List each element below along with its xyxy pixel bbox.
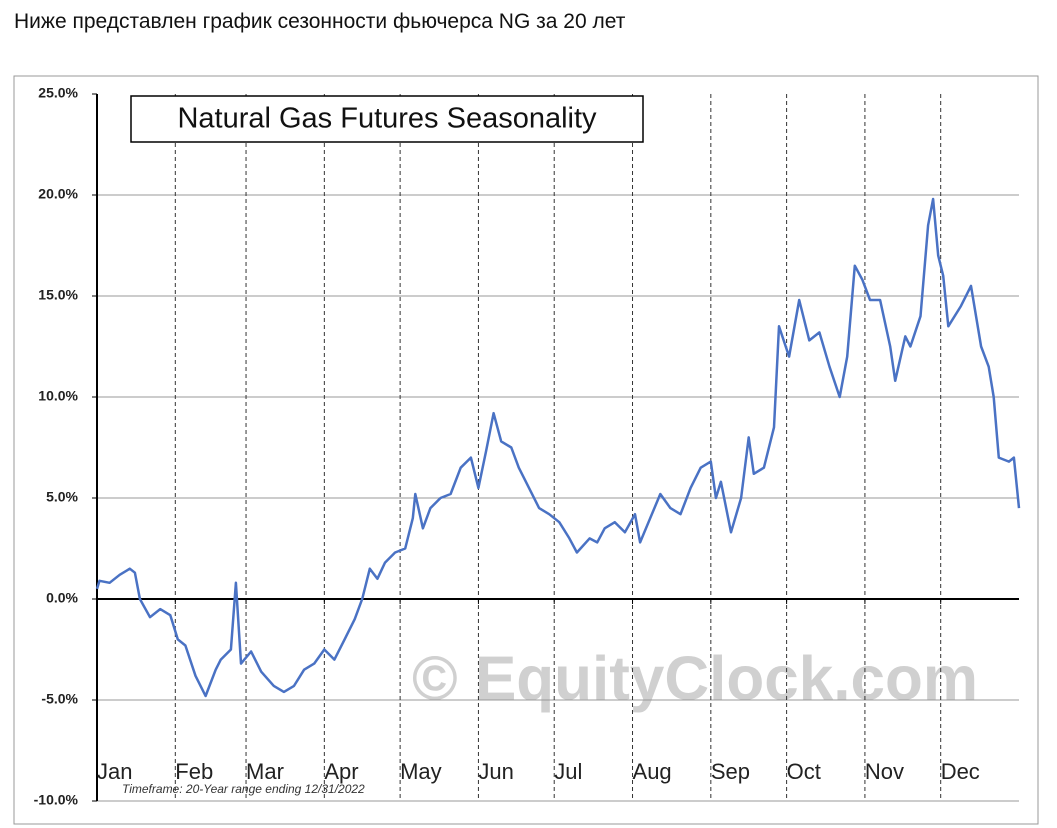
chart-frame: [13, 75, 1039, 825]
x-tick-label: Aug: [633, 759, 672, 784]
y-tick-label: 20.0%: [38, 186, 78, 202]
x-tick-label: Oct: [787, 759, 821, 784]
title-box: [130, 95, 644, 143]
y-tick-label: -5.0%: [41, 691, 78, 707]
x-tick-label: Jun: [478, 759, 513, 784]
x-tick-label: May: [400, 759, 442, 784]
x-tick-label: Apr: [324, 759, 358, 784]
x-tick-label: Dec: [941, 759, 980, 784]
x-tick-label: Nov: [865, 759, 904, 784]
chart-title: Natural Gas Futures Seasonality: [177, 103, 597, 135]
x-tick-label: Sep: [711, 759, 750, 784]
y-tick-label: 15.0%: [38, 287, 78, 303]
y-tick-label: -10.0%: [34, 792, 79, 808]
watermark: © EquityClock.com: [412, 644, 978, 713]
header-text: Ниже представлен график сезонности фьюче…: [14, 10, 626, 33]
y-tick-label: 10.0%: [38, 388, 78, 404]
x-tick-label: Jul: [554, 759, 582, 784]
x-tick-label: Jan: [97, 759, 132, 784]
y-tick-label: 0.0%: [46, 590, 78, 606]
y-tick-label: 5.0%: [46, 489, 78, 505]
y-tick-label: 25.0%: [38, 85, 78, 101]
x-tick-label: Mar: [246, 759, 284, 784]
x-tick-label: Feb: [175, 759, 213, 784]
footnote: Timeframe: 20-Year range ending 12/31/20…: [122, 782, 365, 796]
data-line: [95, 197, 1021, 698]
